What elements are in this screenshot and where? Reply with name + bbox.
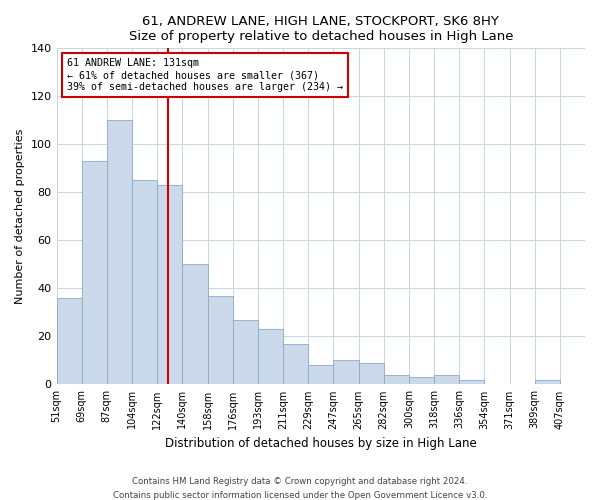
- Bar: [107, 120, 132, 384]
- Bar: [258, 329, 283, 384]
- Text: Contains HM Land Registry data © Crown copyright and database right 2024.
Contai: Contains HM Land Registry data © Crown c…: [113, 478, 487, 500]
- Bar: [334, 360, 359, 384]
- Bar: [409, 377, 434, 384]
- Bar: [82, 161, 107, 384]
- Bar: [182, 264, 208, 384]
- Title: 61, ANDREW LANE, HIGH LANE, STOCKPORT, SK6 8HY
Size of property relative to deta: 61, ANDREW LANE, HIGH LANE, STOCKPORT, S…: [128, 15, 513, 43]
- Bar: [208, 296, 233, 384]
- X-axis label: Distribution of detached houses by size in High Lane: Distribution of detached houses by size …: [165, 437, 476, 450]
- Bar: [434, 375, 459, 384]
- Bar: [383, 375, 409, 384]
- Bar: [359, 363, 383, 384]
- Bar: [56, 298, 82, 384]
- Y-axis label: Number of detached properties: Number of detached properties: [15, 128, 25, 304]
- Bar: [132, 180, 157, 384]
- Bar: [233, 320, 258, 384]
- Bar: [459, 380, 484, 384]
- Bar: [157, 185, 182, 384]
- Bar: [308, 365, 334, 384]
- Text: 61 ANDREW LANE: 131sqm
← 61% of detached houses are smaller (367)
39% of semi-de: 61 ANDREW LANE: 131sqm ← 61% of detached…: [67, 58, 343, 92]
- Bar: [283, 344, 308, 384]
- Bar: [535, 380, 560, 384]
